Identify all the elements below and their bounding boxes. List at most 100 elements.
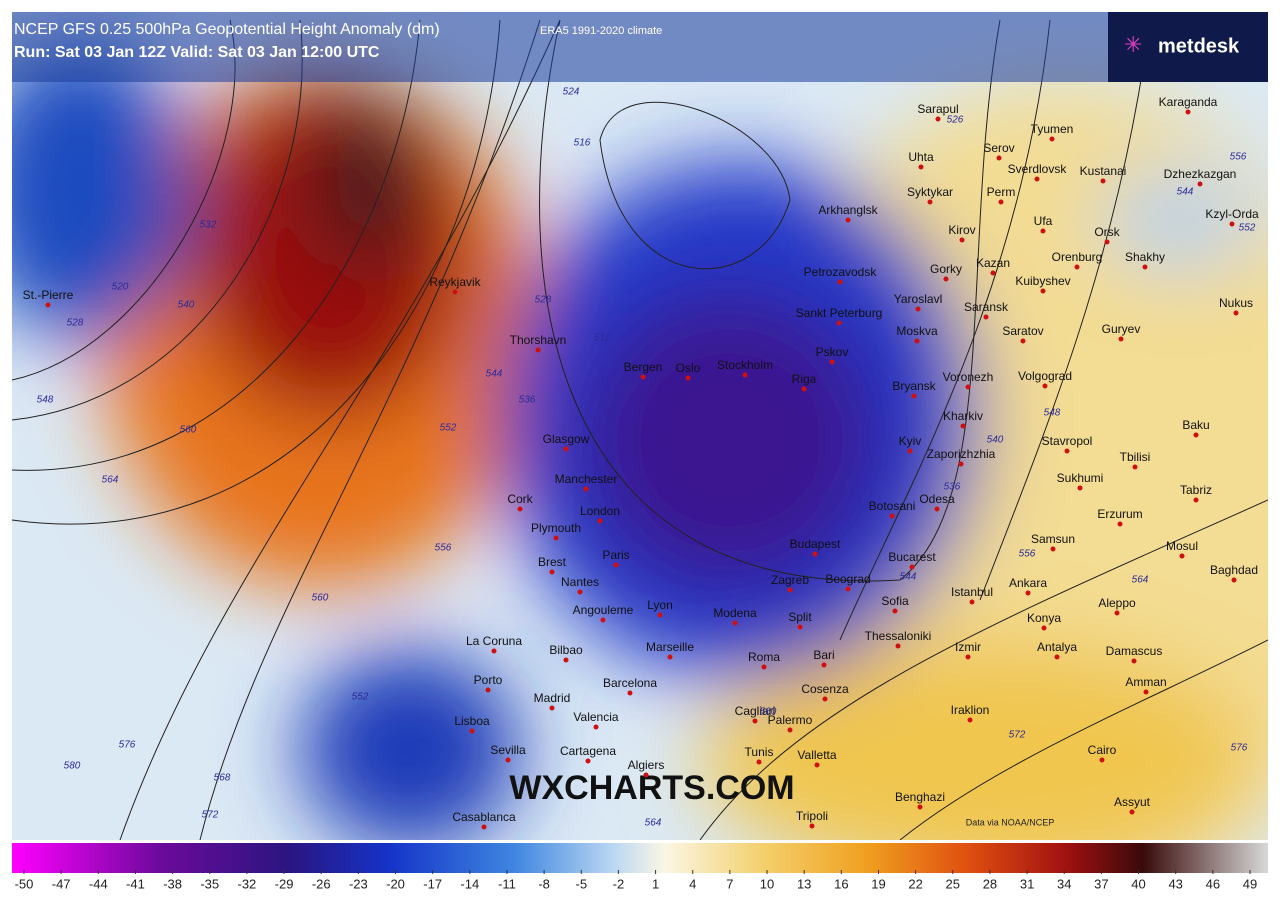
city-dot: [889, 513, 895, 519]
city-dot: [967, 717, 973, 723]
city-label: Konya: [1027, 611, 1061, 625]
city-label: Ankara: [1009, 576, 1047, 590]
city-label: Bari: [813, 648, 834, 662]
city-label: Iraklion: [951, 703, 990, 717]
city-dot: [491, 648, 497, 654]
city-label: Assyut: [1114, 795, 1151, 809]
city-label: Karaganda: [1159, 95, 1218, 109]
city-dot: [481, 824, 487, 830]
city-label: Casablanca: [452, 810, 516, 824]
city-dot: [1197, 181, 1203, 187]
city-dot: [563, 446, 569, 452]
contour-label: 564: [1132, 575, 1149, 586]
contour-label: 524: [563, 87, 580, 98]
city-label: Dzhezkazgan: [1164, 167, 1237, 181]
city-dot: [1020, 338, 1026, 344]
city-dot: [914, 338, 920, 344]
city-label: Oslo: [676, 361, 701, 375]
city-dot: [1117, 521, 1123, 527]
city-label: Palermo: [768, 713, 813, 727]
city-dot: [1041, 625, 1047, 631]
city-label: Glasgow: [543, 432, 590, 446]
city-label: Roma: [748, 650, 780, 664]
city-dot: [1131, 658, 1137, 664]
city-dot: [469, 728, 475, 734]
contour-label: 580: [64, 761, 81, 772]
city-label: Tunis: [745, 745, 774, 759]
city-dot: [837, 279, 843, 285]
city-label: Syktykar: [907, 185, 953, 199]
city-dot: [667, 654, 673, 660]
city-label: Barcelona: [603, 676, 657, 690]
legend-label: -5: [575, 876, 587, 891]
city-dot: [752, 718, 758, 724]
city-label: Brest: [538, 555, 567, 569]
city-dot: [756, 759, 762, 765]
city-label: Lisboa: [454, 714, 490, 728]
city-dot: [613, 562, 619, 568]
city-dot: [822, 696, 828, 702]
city-label: Bergen: [624, 360, 663, 374]
city-dot: [627, 690, 633, 696]
logo: metdesk: [1158, 35, 1240, 57]
city-label: Stavropol: [1042, 434, 1093, 448]
city-dot: [960, 423, 966, 429]
legend-label: 13: [797, 876, 811, 891]
city-label: Damascus: [1106, 644, 1163, 658]
city-dot: [643, 772, 649, 778]
contour-label: 528: [535, 295, 552, 306]
city-dot: [998, 199, 1004, 205]
contour-label: 544: [1177, 187, 1194, 198]
city-label: Gorky: [930, 262, 962, 276]
contour-label: 576: [119, 740, 136, 751]
legend-label: -35: [200, 876, 219, 891]
legend-label: 34: [1057, 876, 1071, 891]
city-dot: [1179, 553, 1185, 559]
city-label: Erzurum: [1097, 507, 1142, 521]
city-dot: [829, 359, 835, 365]
city-label: Stockholm: [717, 358, 773, 372]
watermark: WXCHARTS.COM: [509, 769, 794, 807]
city-dot: [505, 757, 511, 763]
city-label: Orsk: [1094, 225, 1120, 239]
city-dot: [797, 624, 803, 630]
city-label: Saransk: [964, 300, 1009, 314]
city-label: Petrozavodsk: [804, 265, 878, 279]
city-label: Kyiv: [899, 434, 922, 448]
city-label: Sverdlovsk: [1008, 162, 1068, 176]
climate-note: ERA5 1991-2020 climate: [540, 25, 662, 37]
city-dot: [812, 551, 818, 557]
logo-box: [1108, 12, 1268, 82]
city-dot: [943, 276, 949, 282]
contour-label: 564: [102, 475, 119, 486]
city-label: Benghazi: [895, 790, 945, 804]
city-label: Kazan: [976, 256, 1010, 270]
city-label: Cosenza: [801, 682, 849, 696]
legend-label: -44: [89, 876, 108, 891]
legend-label: -41: [126, 876, 145, 891]
city-label: Paris: [602, 548, 629, 562]
city-label: London: [580, 504, 620, 518]
city-dot: [1054, 654, 1060, 660]
city-dot: [892, 608, 898, 614]
city-dot: [1114, 610, 1120, 616]
city-label: Saratov: [1002, 324, 1043, 338]
city-dot: [583, 486, 589, 492]
city-dot: [895, 643, 901, 649]
city-label: Cairo: [1088, 743, 1117, 757]
city-dot: [1129, 809, 1135, 815]
legend-label: 46: [1206, 876, 1220, 891]
city-dot: [917, 804, 923, 810]
city-label: Angouleme: [573, 603, 634, 617]
city-label: Kustanai: [1080, 164, 1127, 178]
city-dot: [983, 314, 989, 320]
city-label: Baku: [1182, 418, 1209, 432]
city-label: Uhta: [908, 150, 934, 164]
legend-label: -11: [498, 876, 516, 891]
city-dot: [787, 727, 793, 733]
city-label: Sevilla: [490, 743, 526, 757]
legend-label: 28: [983, 876, 997, 891]
city-label: Nantes: [561, 575, 599, 589]
contour-label: 572: [202, 810, 219, 821]
city-dot: [1118, 336, 1124, 342]
